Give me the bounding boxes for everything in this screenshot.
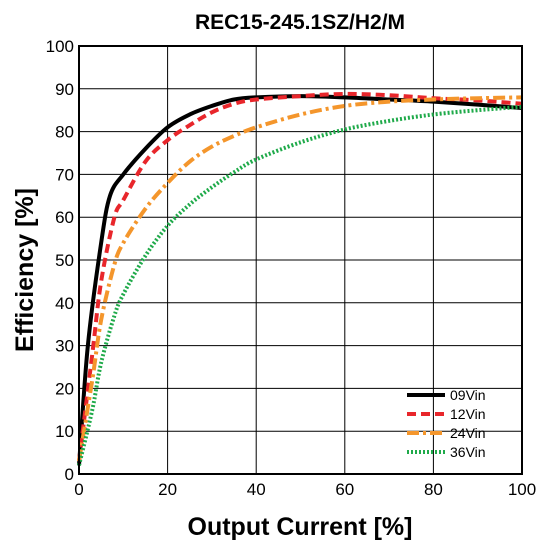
y-tick-label: 80: [55, 123, 74, 142]
plot-area-frame: [78, 45, 523, 475]
x-axis-label: Output Current [%]: [188, 513, 413, 541]
y-tick-label: 20: [55, 379, 74, 398]
series-line-36vin: [77, 104, 523, 466]
legend-label-09vin: 09Vin: [450, 387, 486, 403]
y-tick-label: 60: [55, 208, 74, 227]
series-line-24vin: [77, 95, 523, 462]
chart-title: REC15-245.1SZ/H2/M: [195, 11, 405, 34]
legend-label-24vin: 24Vin: [450, 425, 486, 441]
x-tick-label: 20: [158, 480, 177, 499]
series-line-12vin: [77, 91, 523, 462]
x-tick-label: 60: [335, 480, 354, 499]
y-tick-label: 10: [55, 422, 74, 441]
x-tick-label: 100: [508, 480, 536, 499]
y-tick-label: 50: [55, 251, 74, 270]
y-tick-label: 0: [65, 465, 74, 484]
x-tick-label: 40: [247, 480, 266, 499]
y-tick-label: 40: [55, 294, 74, 313]
y-tick-label: 90: [55, 80, 74, 99]
x-tick-label: 0: [74, 480, 83, 499]
tick-labels: 0 20 40 60 80 100 0 10 20 30 40 50 60 70 80 90 100: [46, 37, 536, 499]
legend-label-36vin: 36Vin: [450, 444, 486, 460]
series-lines: [77, 91, 523, 466]
legend: 09Vin 12Vin 24Vin 36Vin: [407, 387, 486, 460]
legend-label-12vin: 12Vin: [450, 406, 486, 422]
y-axis-label: Efficiency [%]: [11, 188, 39, 352]
x-tick-label: 80: [424, 480, 443, 499]
y-tick-label: 100: [46, 37, 74, 56]
y-tick-label: 70: [55, 165, 74, 184]
y-tick-label: 30: [55, 337, 74, 356]
